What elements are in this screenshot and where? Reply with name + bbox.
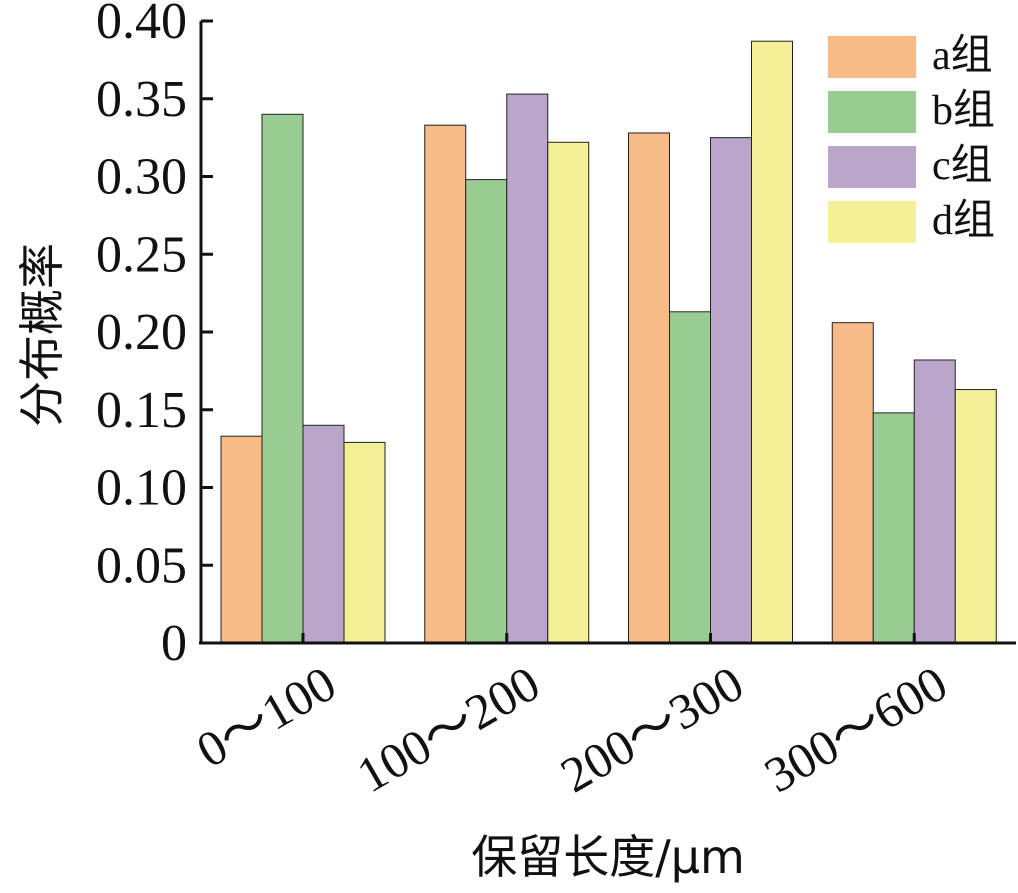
x-tick-label: 200～300 [551, 655, 752, 803]
y-tick-label: 0.25 [96, 226, 187, 283]
bar [751, 40, 793, 644]
bar [343, 441, 386, 644]
bar [302, 424, 345, 644]
legend-label: c组 [932, 143, 993, 189]
legend-swatch [828, 91, 916, 133]
bar [628, 132, 670, 644]
legend: a组 b组 c组 d组 [828, 33, 995, 244]
y-axis-title: 分布概率 [15, 243, 69, 427]
legend-label: d组 [932, 198, 995, 244]
y-tick-label: 0.15 [96, 382, 187, 439]
legend-label: a组 [932, 33, 993, 79]
bar [831, 322, 874, 644]
y-tick-label: 0.30 [96, 149, 187, 206]
bar [669, 311, 711, 644]
x-axis: 0～100 100～200 200～300 300～600 [187, 633, 956, 803]
y-tick-label: 0.35 [96, 71, 187, 128]
bar [261, 113, 304, 644]
y-tick-label: 0.10 [96, 460, 187, 517]
y-tick-label: 0.05 [96, 537, 187, 594]
y-tick-label: 0.20 [96, 304, 187, 361]
bar [710, 137, 752, 644]
bar [424, 124, 467, 644]
bar [954, 389, 997, 644]
legend-swatch [828, 146, 916, 188]
bar [913, 359, 956, 644]
y-axis: 0 0.05 0.10 0.15 0.20 0.25 0.30 0.35 0.40 [96, 0, 213, 672]
y-tick-label: 0.40 [96, 0, 187, 50]
x-tick-label: 100～200 [348, 655, 549, 803]
bar [547, 141, 590, 644]
x-tick-label: 300～600 [755, 655, 956, 803]
bar [506, 93, 549, 644]
bar [220, 435, 263, 644]
bars [220, 40, 997, 644]
legend-swatch [828, 36, 916, 78]
x-axis-title: 保留长度/μm [471, 830, 745, 884]
x-tick-label: 0～100 [187, 655, 345, 778]
bar [465, 179, 508, 644]
legend-label: b组 [932, 88, 995, 134]
bar [872, 412, 915, 644]
legend-swatch [828, 201, 916, 243]
y-tick-label: 0 [161, 615, 187, 672]
